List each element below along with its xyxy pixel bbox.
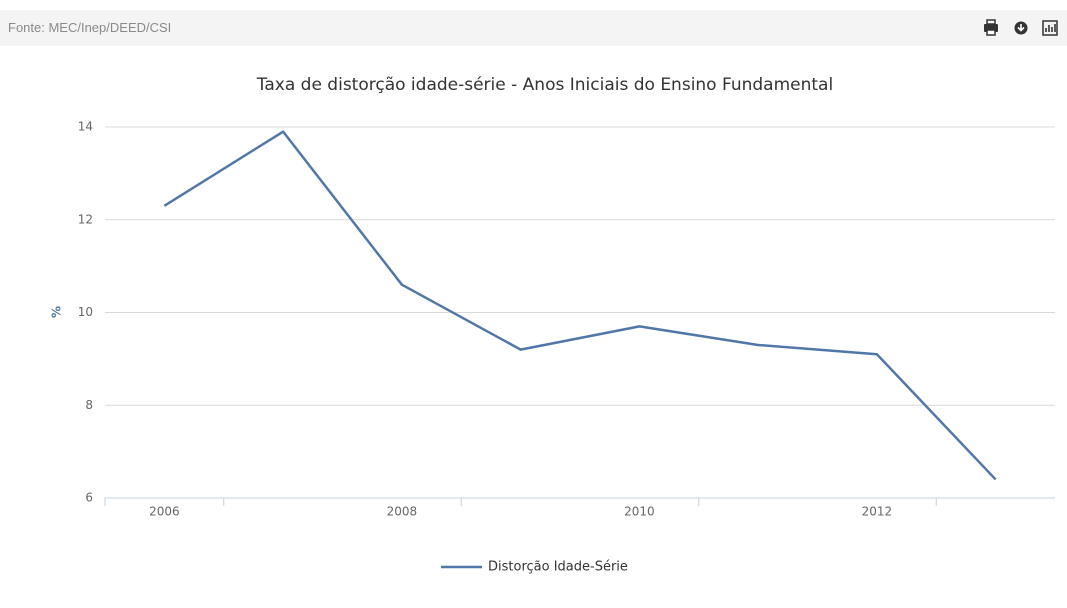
- x-tick-label: 2012: [862, 505, 893, 519]
- source-bar: Fonte: MEC/Inep/DEED/CSI: [0, 10, 1067, 46]
- chart-title: Taxa de distorção idade-série - Anos Ini…: [256, 75, 834, 95]
- y-tick-label: 8: [85, 398, 93, 412]
- y-tick-label: 6: [85, 491, 93, 505]
- x-tick-label: 2010: [624, 505, 655, 519]
- legend-label: Distorção Idade-Série: [488, 560, 628, 575]
- y-axis-label: %: [50, 306, 64, 318]
- print-icon[interactable]: [984, 19, 998, 36]
- y-tick-label: 10: [78, 305, 93, 319]
- x-tick-label: 2006: [149, 505, 180, 519]
- data-line: [163, 130, 997, 481]
- chart-icon[interactable]: [1042, 20, 1058, 36]
- y-tick-label: 14: [78, 120, 93, 134]
- toolbar-icons: [984, 19, 1058, 36]
- source-text: Fonte: MEC/Inep/DEED/CSI: [8, 20, 172, 35]
- download-icon[interactable]: [1014, 21, 1028, 35]
- y-tick-label: 12: [78, 212, 93, 226]
- x-tick-label: 2008: [387, 505, 418, 519]
